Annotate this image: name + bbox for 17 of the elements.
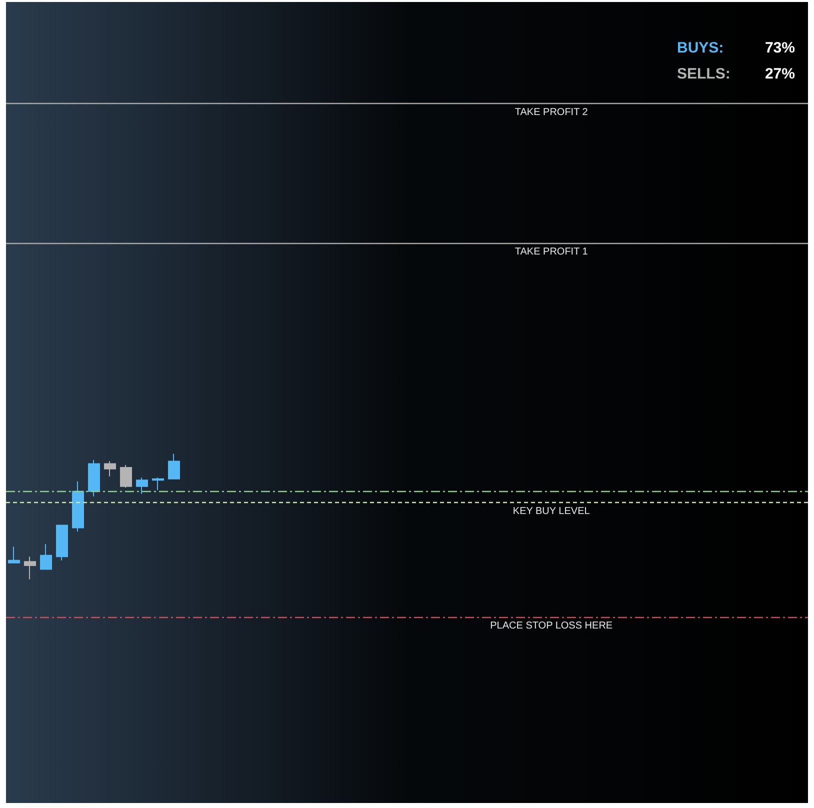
candlestick xyxy=(56,524,68,561)
candlestick xyxy=(40,544,52,570)
candlestick xyxy=(168,453,180,480)
text: SELLS: 27% xyxy=(677,66,795,82)
ref-line-label: TAKE PROFIT 2 xyxy=(514,107,588,118)
candlestick xyxy=(104,460,116,477)
candlestick xyxy=(24,556,36,580)
candlestick xyxy=(8,546,20,564)
candlestick xyxy=(120,464,132,488)
candlestick xyxy=(136,477,148,494)
ref-line-label: KEY BUY LEVEL xyxy=(512,506,590,518)
candlestick xyxy=(152,477,164,491)
ref-line-label: PLACE STOP LOSS HERE xyxy=(490,620,613,632)
text: BUYS: 73% xyxy=(677,40,795,56)
candlestick xyxy=(88,460,100,497)
candlestick xyxy=(72,480,84,532)
ref-line-label: TAKE PROFIT 1 xyxy=(514,246,588,258)
